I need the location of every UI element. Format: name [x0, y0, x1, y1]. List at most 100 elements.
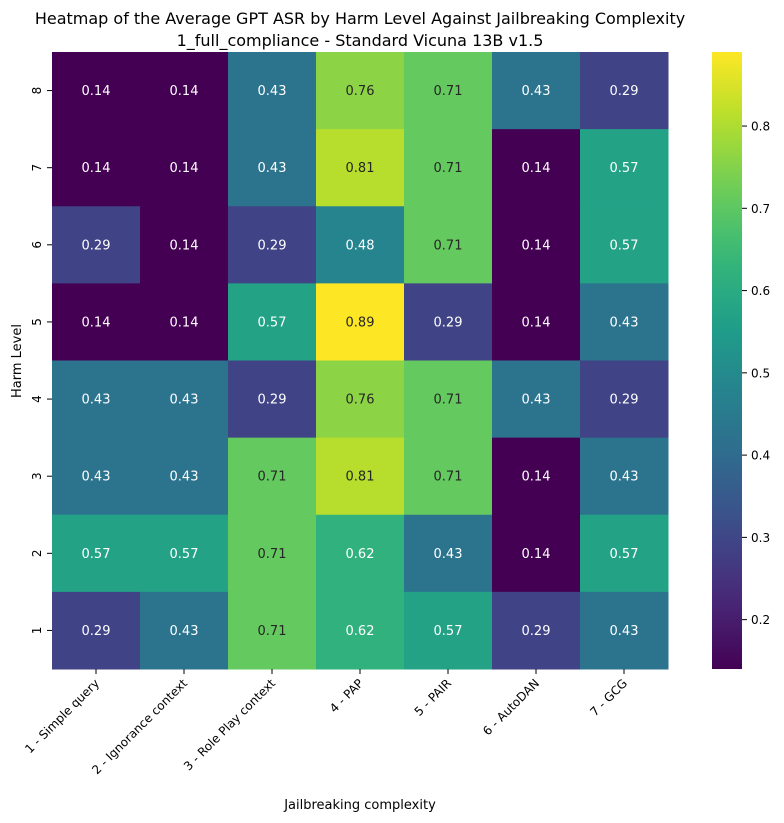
heatmap-cell — [316, 283, 405, 361]
cell-value-label: 0.29 — [610, 84, 639, 99]
colorbar — [712, 52, 742, 669]
cell-value-label: 0.14 — [522, 161, 551, 176]
cell-value-label: 0.14 — [522, 238, 551, 253]
cell-value-label: 0.76 — [346, 393, 375, 408]
cell-value-label: 0.43 — [170, 470, 199, 485]
cell-value-label: 0.14 — [170, 84, 199, 99]
heatmap-cell — [404, 52, 493, 130]
heatmap-cell — [580, 591, 669, 670]
cell-value-label: 0.29 — [258, 393, 287, 408]
y-tick-label: 4 — [30, 395, 44, 403]
heatmap-cell — [316, 52, 405, 130]
colorbar-tick-label: 0.2 — [751, 613, 770, 627]
cell-value-label: 0.71 — [434, 161, 463, 176]
x-tick-label: 1 - Simple query — [22, 676, 102, 756]
heatmap-cell — [404, 206, 493, 284]
cell-value-label: 0.29 — [434, 315, 463, 330]
y-tick-label: 5 — [30, 318, 44, 326]
cell-value-label: 0.29 — [610, 393, 639, 408]
cell-value-label: 0.57 — [258, 315, 287, 330]
cell-value-label: 0.48 — [346, 238, 375, 253]
heatmap-cell — [316, 591, 405, 670]
y-tick-label: 2 — [30, 549, 44, 557]
x-tick-label: 2 - Ignorance context — [89, 676, 190, 777]
heatmap-cell — [228, 129, 317, 207]
cell-value-label: 0.14 — [82, 84, 111, 99]
cell-value-label: 0.29 — [82, 238, 111, 253]
cell-value-label: 0.57 — [610, 161, 639, 176]
cell-value-label: 0.14 — [82, 161, 111, 176]
heatmap-cell — [316, 360, 405, 439]
colorbar-tick-label: 0.5 — [751, 366, 770, 380]
chart-subtitle: 1_full_compliance - Standard Vicuna 13B … — [177, 31, 544, 51]
cell-value-label: 0.43 — [522, 393, 551, 408]
heatmap-cell — [228, 514, 317, 593]
colorbar-tick-label: 0.7 — [751, 202, 770, 216]
cell-value-label: 0.43 — [82, 470, 111, 485]
x-tick-label: 7 - GCG — [587, 676, 630, 719]
heatmap-cell — [492, 206, 581, 284]
cell-value-label: 0.14 — [170, 238, 199, 253]
heatmap-cell — [492, 514, 581, 593]
x-tick-label: 5 - PAIR — [412, 676, 455, 719]
cell-value-label: 0.89 — [346, 315, 375, 330]
cell-value-label: 0.14 — [82, 315, 111, 330]
heatmap-cell — [404, 514, 493, 593]
y-tick-label: 3 — [30, 472, 44, 480]
cell-value-label: 0.43 — [258, 161, 287, 176]
cell-value-label: 0.81 — [346, 161, 375, 176]
heatmap-cell — [492, 52, 581, 130]
cell-value-label: 0.14 — [522, 547, 551, 562]
cell-value-label: 0.81 — [346, 470, 375, 485]
heatmap-cell — [404, 129, 493, 207]
heatmap-cell — [492, 437, 581, 516]
cell-value-label: 0.71 — [434, 84, 463, 99]
cell-value-label: 0.62 — [346, 547, 375, 562]
heatmap-cell — [404, 283, 493, 361]
heatmap-cell — [580, 206, 669, 284]
cell-value-label: 0.57 — [82, 547, 111, 562]
colorbar-tick-label: 0.6 — [751, 284, 770, 298]
heatmap-cell — [580, 52, 669, 130]
heatmap-cell — [492, 129, 581, 207]
heatmap-cell — [140, 437, 229, 516]
colorbar-tick-label: 0.3 — [751, 531, 770, 545]
heatmap-cell — [52, 206, 141, 284]
cell-value-label: 0.14 — [522, 470, 551, 485]
cell-value-label: 0.57 — [170, 547, 199, 562]
heatmap-cell — [140, 129, 229, 207]
cell-value-label: 0.76 — [346, 84, 375, 99]
x-axis-label: Jailbreaking complexity — [283, 798, 436, 813]
cell-value-label: 0.43 — [170, 393, 199, 408]
y-tick-label: 7 — [30, 164, 44, 172]
colorbar-tick-label: 0.4 — [751, 449, 770, 463]
cell-value-label: 0.43 — [434, 547, 463, 562]
cell-value-label: 0.14 — [170, 161, 199, 176]
cell-value-label: 0.29 — [82, 624, 111, 639]
cell-value-label: 0.14 — [522, 315, 551, 330]
cell-value-label: 0.57 — [434, 624, 463, 639]
cell-value-label: 0.43 — [522, 84, 551, 99]
x-tick-label: 6 - AutoDAN — [480, 676, 542, 738]
heatmap-cell — [316, 129, 405, 207]
heatmap-cell — [228, 52, 317, 130]
cell-value-label: 0.43 — [170, 624, 199, 639]
heatmap-cell — [404, 591, 493, 670]
cell-value-label: 0.43 — [258, 84, 287, 99]
heatmap-cell — [228, 360, 317, 439]
heatmap-cell — [492, 360, 581, 439]
heatmap-cell — [316, 514, 405, 593]
colorbar-tick-label: 0.8 — [751, 120, 770, 134]
x-tick-label: 4 - PAP — [327, 676, 366, 715]
heatmap-cells: 0.14 0.14 0.43 0.76 0.71 0.43 0.29 0.14 0.14 0.43… — [52, 52, 669, 670]
cell-value-label: 0.71 — [258, 470, 287, 485]
cell-value-label: 0.43 — [610, 315, 639, 330]
heatmap-cell — [52, 360, 141, 439]
heatmap-cell — [52, 437, 141, 516]
y-tick-label: 6 — [30, 241, 44, 249]
heatmap-cell — [580, 129, 669, 207]
heatmap-cell — [404, 437, 493, 516]
heatmap-cell — [228, 206, 317, 284]
